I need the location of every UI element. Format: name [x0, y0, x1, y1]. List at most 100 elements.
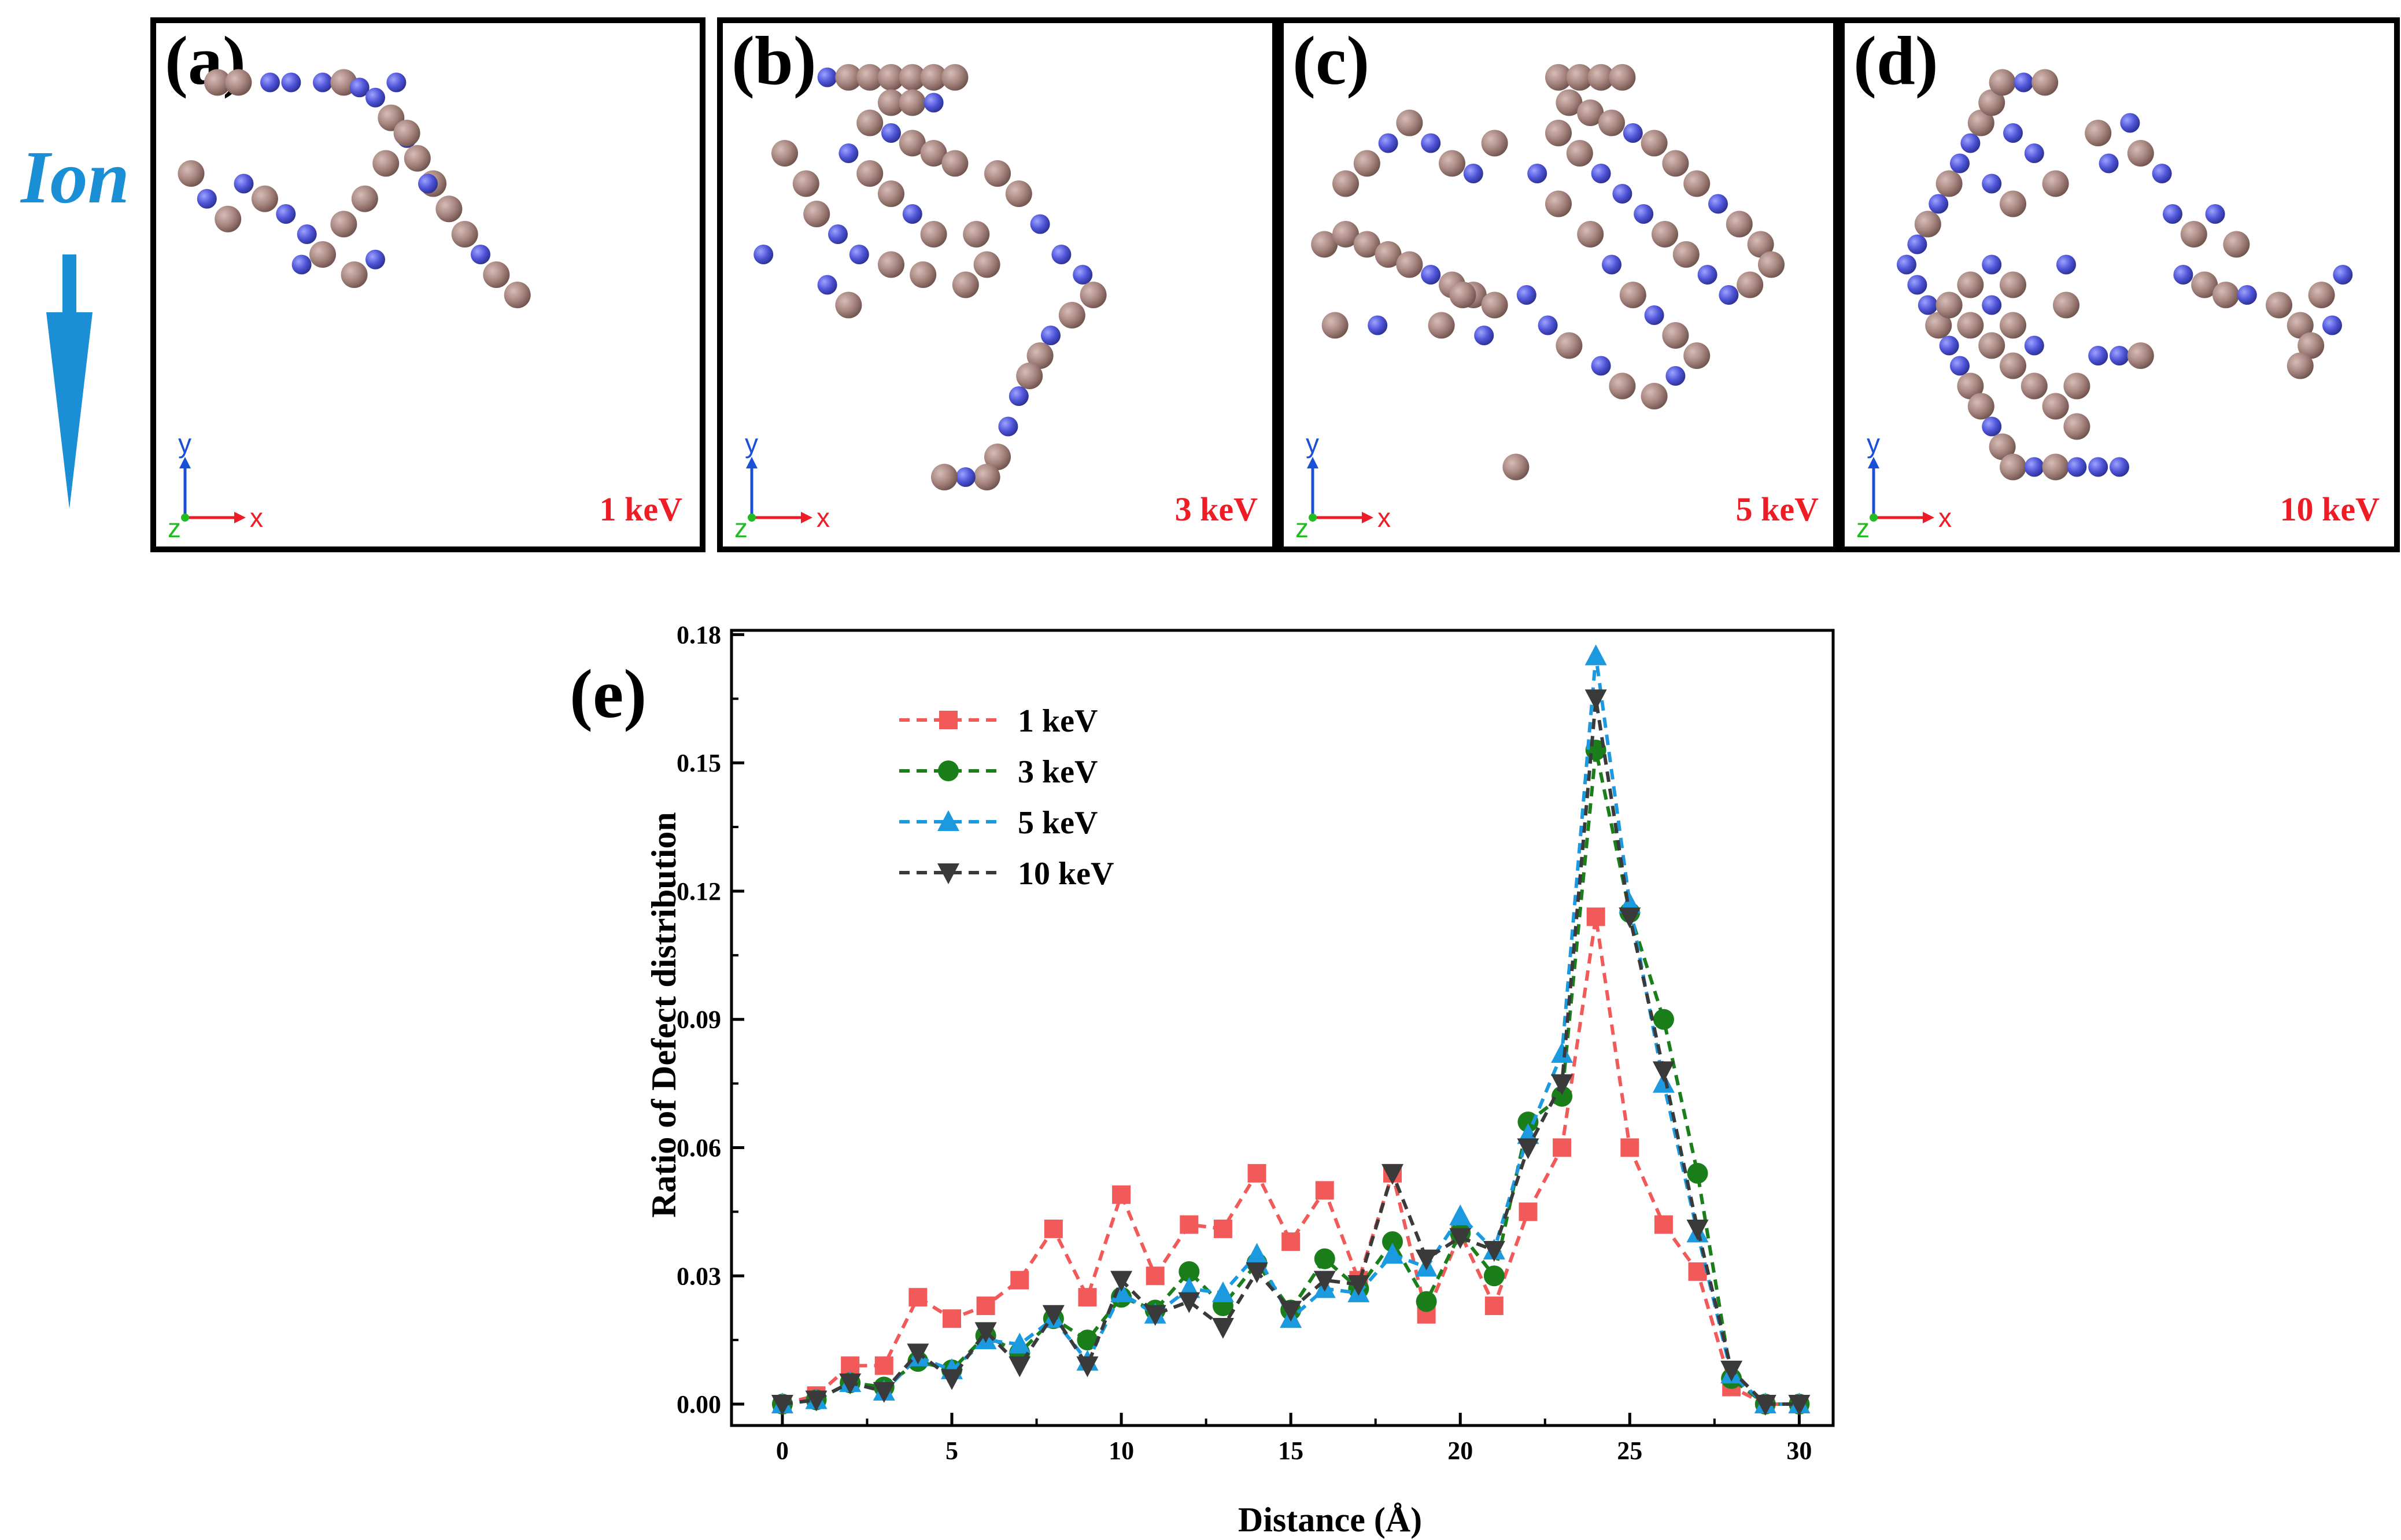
interstitial-atom	[2152, 164, 2172, 183]
z-axis-dot	[1870, 514, 1878, 522]
data-point	[1584, 689, 1607, 711]
interstitial-atom	[817, 67, 837, 87]
vacancy-atom	[2180, 221, 2207, 248]
interstitial-atom	[313, 72, 333, 93]
interstitial-atom	[2003, 123, 2023, 143]
interstitial-atom	[1591, 164, 1611, 183]
data-point	[1517, 1111, 1539, 1133]
vacancy-atom	[1967, 109, 1994, 136]
interstitial-atom	[955, 467, 976, 487]
vacancy-atom	[1332, 221, 1359, 248]
vacancy-atom	[1683, 342, 1711, 369]
z-axis-letter: z	[1856, 513, 1870, 543]
vacancy-atom	[1662, 322, 1689, 349]
vacancy-atom	[856, 109, 884, 136]
interstitial-atom	[2067, 457, 2087, 477]
data-point	[1484, 1297, 1504, 1316]
data-point	[873, 1382, 895, 1403]
chart-panel-label: (e)	[570, 655, 647, 732]
data-point	[1247, 1164, 1266, 1183]
data-point	[1112, 1185, 1131, 1204]
vacancy-atom	[1989, 433, 2016, 460]
vacancy-atom	[1556, 89, 1583, 116]
vacancy-atom	[435, 195, 463, 223]
data-point	[1281, 1232, 1301, 1251]
vacancy-atom	[1396, 251, 1423, 278]
data-point	[1653, 1009, 1674, 1030]
interstitial-atom	[234, 173, 254, 194]
vacancy-atom	[835, 291, 862, 319]
interstitial-atom	[1697, 265, 1717, 285]
interstitial-atom	[1918, 295, 1938, 315]
coordinate-axes: x y z	[1295, 429, 1391, 543]
vacancy-atom	[1978, 89, 2005, 116]
interstitial-atom	[2110, 346, 2129, 365]
vacancy-atom	[1978, 332, 2005, 359]
y-tick-label: 0.18	[677, 621, 721, 649]
data-point	[1449, 1228, 1472, 1249]
interstitial-atom	[2322, 315, 2342, 335]
legend-label: 1 keV	[1018, 703, 1098, 739]
vacancy-atom	[973, 464, 1000, 490]
vacancy-atom	[1058, 302, 1085, 328]
interstitial-atom	[1907, 234, 1927, 254]
data-point	[1382, 1164, 1403, 1185]
data-point	[1586, 907, 1605, 926]
legend-marker	[937, 810, 959, 831]
vacancy-atom	[1481, 291, 1508, 319]
vacancy-atom	[204, 69, 231, 96]
vacancy-atom	[2053, 291, 2079, 319]
vacancy-atom	[330, 210, 357, 238]
vacancy-atom	[309, 241, 336, 268]
interstitial-atom	[2173, 265, 2193, 285]
vacancy-atom	[2000, 312, 2026, 339]
interstitial-atom	[1421, 133, 1441, 153]
data-point	[1078, 1288, 1097, 1307]
data-point	[1144, 1305, 1166, 1326]
series-layer	[771, 644, 1811, 1416]
coordinate-axes: x y z	[1856, 429, 1952, 543]
interstitial-atom	[753, 245, 774, 264]
interstitial-atom	[1041, 326, 1061, 345]
x-axis-letter: x	[250, 503, 263, 533]
vacancy-atom	[1566, 64, 1593, 91]
y-axis-letter: y	[1867, 429, 1880, 459]
vacancy-atom	[1481, 130, 1508, 157]
legend-marker	[939, 711, 958, 729]
axis-ticks: 0 5 10 15 20 25 30 0.00 0.03 0.06 0.09 0.12 0.15 0.18	[677, 621, 1812, 1465]
data-point	[874, 1356, 893, 1375]
vacancy-atom	[2042, 170, 2069, 197]
data-point	[1213, 1219, 1232, 1238]
vacancy-atom	[1396, 109, 1423, 136]
x-arrowhead	[234, 512, 246, 523]
vacancy-atom	[878, 89, 904, 116]
vacancy-atom	[351, 185, 378, 212]
interstitial-atom	[1644, 305, 1664, 325]
vacancy-atom	[2127, 140, 2154, 167]
data-point	[1551, 1042, 1573, 1063]
z-axis-dot	[181, 514, 189, 522]
data-point	[1077, 1330, 1098, 1351]
ion-label: Ion	[20, 136, 130, 219]
vacancy-atom	[2042, 453, 2069, 481]
data-point	[1619, 907, 1641, 929]
vacancy-atom	[941, 150, 969, 177]
data-point	[1314, 1248, 1335, 1269]
data-point	[1754, 1395, 1776, 1416]
interstitial-atom	[1960, 133, 1981, 153]
data-point	[1517, 1138, 1539, 1159]
atom-cluster	[178, 69, 531, 308]
vacancy-atom	[931, 464, 958, 490]
vacancy-atom	[2063, 372, 2090, 400]
data-point	[1042, 1305, 1065, 1326]
vacancy-atom	[878, 180, 904, 207]
interstitial-atom	[881, 123, 901, 143]
vacancy-atom	[963, 221, 990, 248]
vacancy-atom	[835, 64, 862, 91]
panel-c: (c) 5 keV x y z	[1278, 17, 1839, 552]
data-point	[1788, 1395, 1811, 1416]
vacancy-atom	[1641, 130, 1668, 157]
interstitial-atom	[2088, 457, 2108, 477]
vacancy-atom	[941, 64, 969, 91]
data-point	[1178, 1292, 1200, 1313]
